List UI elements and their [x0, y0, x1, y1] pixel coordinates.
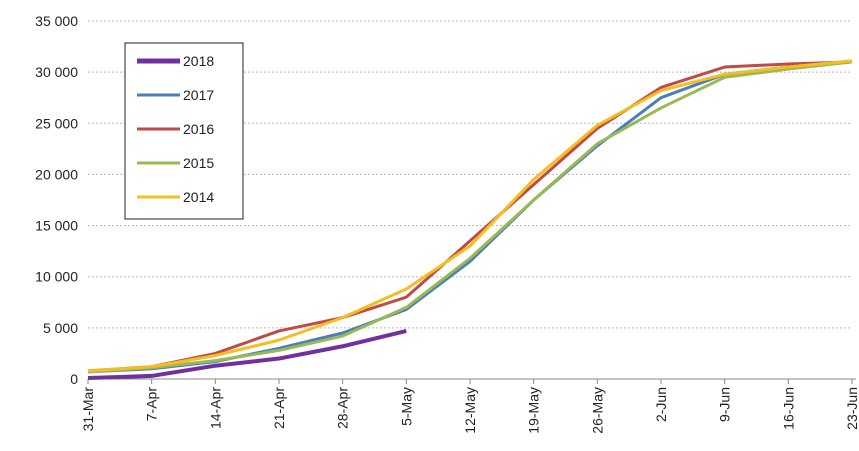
y-tick-label: 10 000	[35, 269, 78, 285]
x-tick-label: 5-May	[398, 387, 414, 426]
y-tick-label: 35 000	[35, 13, 78, 29]
series-line	[87, 60, 853, 374]
legend-label: 2015	[183, 155, 214, 171]
x-tick-label: 31-Mar	[80, 387, 96, 432]
legend-label: 2014	[183, 189, 214, 205]
x-tick-label: 9-Jun	[717, 387, 733, 422]
x-tick-label: 26-May	[589, 387, 605, 434]
x-tick-label: 7-Apr	[144, 387, 160, 422]
x-tick-label: 23-Jun	[844, 387, 859, 430]
x-tick-label: 28-Apr	[335, 387, 351, 429]
series-line	[87, 59, 853, 373]
x-tick-label: 21-Apr	[271, 387, 287, 429]
legend-box	[124, 42, 244, 220]
legend-label: 2017	[183, 87, 214, 103]
x-tick-label: 16-Jun	[780, 387, 796, 430]
y-tick-label: 30 000	[35, 64, 78, 80]
x-tick-label: 19-May	[526, 387, 542, 434]
x-tick-label: 2-Jun	[653, 387, 669, 422]
x-tick-label: 14-Apr	[207, 387, 223, 429]
y-tick-label: 20 000	[35, 166, 78, 182]
y-tick-label: 15 000	[35, 218, 78, 234]
series-line	[87, 60, 853, 373]
y-tick-label: 5 000	[43, 320, 78, 336]
y-tick-label: 0	[70, 371, 78, 387]
series-line	[87, 328, 407, 380]
legend-label: 2016	[183, 121, 214, 137]
y-tick-label: 25 000	[35, 115, 78, 131]
x-tick-label: 12-May	[462, 387, 478, 434]
legend-label: 2018	[183, 53, 214, 69]
